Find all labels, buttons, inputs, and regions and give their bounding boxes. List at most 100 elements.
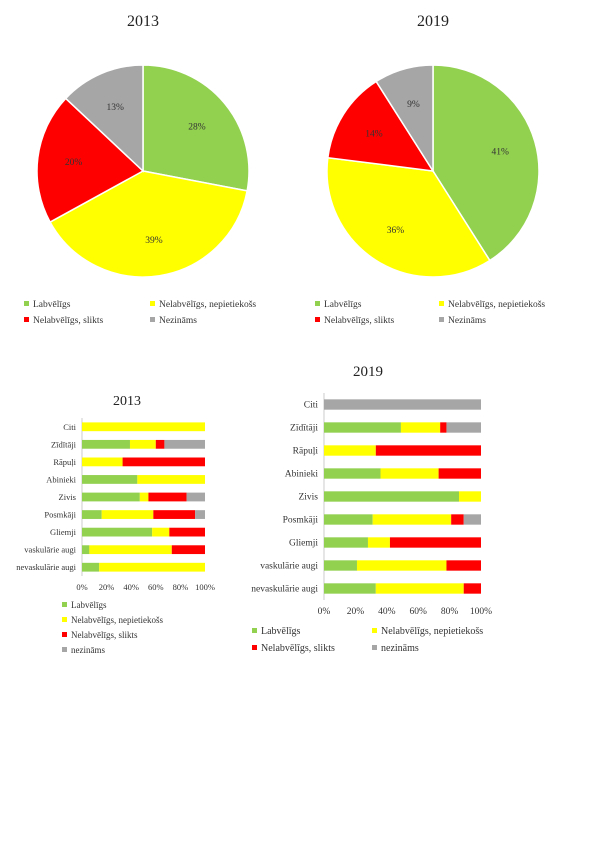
bar-segment (324, 537, 368, 548)
bar-segment (324, 468, 381, 479)
bar-segment (446, 560, 481, 571)
category-label: Citi (63, 422, 76, 432)
bar-segment (169, 527, 205, 537)
bar-segment (459, 491, 481, 502)
x-tick-label: 80% (441, 607, 459, 617)
bar-segment (101, 510, 154, 519)
x-tick-label: 80% (173, 582, 189, 592)
bar-segment (122, 457, 205, 467)
legend-label: nezināms (71, 645, 105, 655)
legend-swatch (315, 317, 320, 322)
pie-data-label: 36% (387, 226, 405, 236)
bar-segment (82, 439, 130, 449)
pie-slice-nezinams (375, 64, 434, 174)
category-label: Abinieki (46, 474, 76, 484)
category-label: Zivis (59, 492, 76, 502)
category-label: Citi (304, 401, 319, 411)
legend-label: Nelabvēlīgs, nepietiekošs (71, 615, 163, 625)
bar-segment (375, 445, 481, 456)
bar-segment (164, 439, 205, 449)
legend-item-labvelgs: Labvēlīgs (315, 300, 361, 310)
legend-swatch (150, 317, 155, 322)
category-label: nevaskulārie augi (16, 562, 76, 572)
x-tick-label: 20% (99, 582, 115, 592)
legend-item-nepietiekoss: Nelabvēlīgs, nepietiekošs (62, 615, 163, 625)
bar-segment (82, 562, 100, 572)
legend-item-slikts: Nelabvēlīgs, slikts (252, 643, 335, 654)
pie-data-label: 13% (106, 103, 124, 113)
legend-item-nezinams: nezināms (372, 643, 419, 654)
bar-segment (440, 422, 447, 433)
bar-segment (186, 492, 205, 502)
pie-slice-slikts (36, 97, 145, 224)
bar-segment (372, 514, 452, 525)
chart-title: 2013 (127, 13, 159, 30)
legend-label: Nelabvēlīgs, nepietiekošs (448, 300, 546, 310)
x-tick-label: 60% (148, 582, 164, 592)
bar-segment (324, 399, 481, 410)
pie-chart-2019: 2019 41% 36% 14% 9% (310, 8, 570, 278)
legend-swatch (372, 645, 377, 650)
legend-label: Nelabvēlīgs, slikts (71, 630, 138, 640)
pie-slice-labvelgs (142, 64, 250, 192)
category-label: Abinieki (285, 470, 319, 480)
legend-label: Nelabvēlīgs, slikts (324, 316, 395, 326)
legend-item-nezinams: Nezināms (439, 316, 486, 326)
x-tick-label: 100% (470, 607, 492, 617)
legend-label: Labvēlīgs (261, 626, 301, 637)
bar-segment (438, 468, 481, 479)
x-tick-label: 100% (195, 582, 215, 592)
legend-item-labvelgs: Labvēlīgs (252, 626, 300, 637)
pie-2013-legend: Labvēlīgs Nelabvēlīgs, nepietiekošs Nela… (24, 300, 294, 330)
bar-segment (463, 514, 481, 525)
category-label: vaskulārie augi (24, 545, 76, 555)
category-label: Gliemji (50, 527, 77, 537)
bar-segment (82, 527, 153, 537)
bar-segment (324, 422, 401, 433)
category-label: Rāpuļi (293, 447, 319, 457)
bar-segment (324, 560, 357, 571)
legend-item-nepietiekoss: Nelabvēlīgs, nepietiekošs (372, 626, 483, 637)
legend-swatch (315, 301, 320, 306)
pie-data-label: 14% (365, 130, 383, 140)
x-tick-label: 60% (409, 607, 427, 617)
legend-label: Labvēlīgs (71, 600, 107, 610)
chart-title: 2019 (353, 364, 383, 380)
pie-data-label: 39% (145, 236, 163, 246)
pie-data-label: 20% (65, 158, 83, 168)
category-label: vaskulārie augi (260, 562, 318, 572)
bar-segment (324, 514, 373, 525)
legend-label: Nelabvēlīgs, slikts (261, 643, 335, 654)
x-tick-label: 20% (347, 607, 365, 617)
bar-segment (139, 492, 149, 502)
bar-2013-legend: Labvēlīgs Nelabvēlīgs, nepietiekošs Nela… (62, 600, 222, 660)
bar-2019-legend: Labvēlīgs Nelabvēlīgs, nepietiekošs Nela… (252, 626, 502, 656)
category-label: Posmkāji (283, 516, 319, 526)
pie-data-label: 41% (491, 148, 509, 158)
legend-label: Nezināms (448, 316, 486, 326)
bar-segment (400, 422, 441, 433)
bar-chart-2013: 2013 Citi Zīdītāji Rāpuļi Abinieki Zivis Posmk… (0, 385, 220, 600)
category-label: Rāpuļi (53, 457, 76, 468)
legend-item-slikts: Nelabvēlīgs, slikts (24, 316, 103, 326)
pie-slice-nepietiekoss (49, 170, 248, 278)
category-label: nevaskulārie augi (251, 585, 318, 595)
legend-swatch (372, 628, 377, 633)
legend-swatch (150, 301, 155, 306)
legend-swatch (439, 317, 444, 322)
pie-data-label: 28% (188, 122, 206, 132)
bar-segment (380, 468, 439, 479)
bar-segment (375, 583, 464, 594)
category-label: Zīdītāji (290, 424, 318, 434)
legend-swatch (439, 301, 444, 306)
bar-chart-2019-svg: 2019 Citi Zīdītāji Rāpuļi Abinieki Zivis Posmk… (251, 364, 492, 617)
bar-segment (451, 514, 464, 525)
legend-item-nepietiekoss: Nelabvēlīgs, nepietiekošs (150, 300, 256, 310)
legend-item-labvelgs: Labvēlīgs (62, 600, 107, 610)
bar-segment (82, 492, 140, 502)
pie-slice-slikts (327, 80, 435, 172)
bar-segment (324, 583, 376, 594)
legend-item-nezinams: Nezināms (150, 316, 197, 326)
bar-segment (82, 422, 205, 432)
bar-segment (137, 475, 205, 484)
